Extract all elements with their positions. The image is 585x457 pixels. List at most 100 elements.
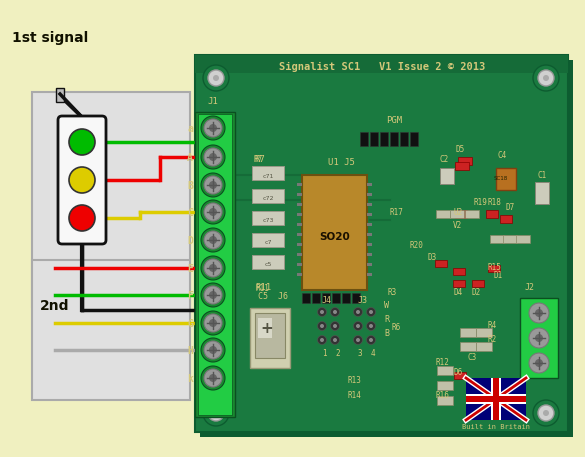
Bar — [252, 166, 284, 180]
Text: c73: c73 — [262, 218, 274, 223]
Circle shape — [213, 75, 219, 81]
Text: 3: 3 — [358, 349, 363, 358]
Circle shape — [201, 366, 225, 390]
Bar — [370, 132, 378, 146]
Circle shape — [366, 322, 376, 330]
Text: D5: D5 — [455, 145, 464, 154]
Bar — [360, 132, 368, 146]
Bar — [493, 378, 499, 420]
Text: C3: C3 — [468, 353, 477, 362]
Text: J4: J4 — [322, 296, 332, 305]
Circle shape — [203, 400, 229, 426]
Bar — [297, 203, 302, 206]
Bar — [297, 263, 302, 266]
Text: R12: R12 — [435, 358, 449, 367]
Text: c71: c71 — [262, 174, 274, 179]
Circle shape — [366, 335, 376, 345]
Bar — [255, 313, 285, 358]
Circle shape — [353, 322, 363, 330]
Circle shape — [538, 70, 554, 86]
Text: D7: D7 — [506, 203, 515, 212]
Circle shape — [209, 264, 217, 272]
Circle shape — [333, 338, 337, 342]
Bar — [465, 210, 479, 218]
Text: 1st signal: 1st signal — [12, 31, 88, 45]
Text: J1: J1 — [208, 97, 218, 106]
Text: R3: R3 — [387, 288, 396, 297]
Text: PGM: PGM — [386, 116, 402, 125]
Circle shape — [209, 181, 217, 189]
Text: R14: R14 — [348, 391, 362, 400]
Bar — [252, 189, 284, 203]
Circle shape — [356, 324, 360, 328]
Circle shape — [204, 286, 222, 304]
Bar — [332, 293, 340, 303]
Bar — [297, 223, 302, 226]
Bar — [302, 175, 367, 290]
Text: C4: C4 — [498, 151, 507, 160]
Text: 1: 1 — [322, 349, 326, 358]
Text: W: W — [384, 301, 389, 310]
Circle shape — [209, 153, 217, 161]
Bar — [460, 328, 476, 337]
Text: J2: J2 — [525, 283, 535, 292]
Bar — [32, 92, 190, 307]
Bar — [476, 328, 492, 337]
Text: U1 J5: U1 J5 — [328, 158, 355, 167]
Circle shape — [209, 236, 217, 244]
Circle shape — [320, 310, 324, 314]
Circle shape — [333, 310, 337, 314]
Circle shape — [203, 65, 229, 91]
Text: D4: D4 — [453, 288, 462, 297]
Bar — [455, 210, 467, 218]
Circle shape — [366, 308, 376, 317]
Text: D3: D3 — [428, 253, 437, 262]
Circle shape — [535, 309, 543, 317]
Bar — [436, 210, 450, 218]
Bar — [367, 213, 372, 216]
Text: c7: c7 — [264, 240, 272, 245]
Bar — [258, 318, 272, 338]
Bar — [195, 55, 568, 432]
Circle shape — [201, 283, 225, 307]
Text: C: C — [187, 208, 193, 218]
Circle shape — [529, 353, 549, 373]
Bar — [490, 235, 504, 243]
Circle shape — [529, 328, 549, 348]
Bar — [312, 293, 320, 303]
Text: 2nd: 2nd — [40, 299, 70, 313]
Bar — [472, 280, 484, 287]
Circle shape — [204, 176, 222, 194]
Bar — [453, 268, 465, 275]
Text: R4: R4 — [488, 321, 497, 330]
Circle shape — [201, 116, 225, 140]
Circle shape — [201, 256, 225, 280]
Text: R20: R20 — [410, 241, 424, 250]
Circle shape — [208, 405, 224, 421]
Circle shape — [320, 324, 324, 328]
Bar — [367, 263, 372, 266]
Text: R11: R11 — [255, 283, 271, 292]
Text: R7: R7 — [254, 155, 265, 164]
Text: B: B — [187, 181, 193, 191]
Circle shape — [331, 308, 339, 317]
Text: B: B — [384, 329, 389, 338]
Text: c72: c72 — [262, 197, 274, 202]
Circle shape — [204, 314, 222, 332]
Text: U2: U2 — [453, 208, 462, 217]
Circle shape — [208, 70, 224, 86]
Circle shape — [204, 231, 222, 249]
Bar — [390, 132, 398, 146]
Bar — [500, 215, 512, 223]
Bar — [410, 132, 418, 146]
Circle shape — [543, 410, 549, 416]
Circle shape — [353, 335, 363, 345]
Bar — [195, 112, 235, 417]
Text: SC18: SC18 — [494, 175, 508, 181]
Polygon shape — [200, 60, 573, 437]
Circle shape — [320, 338, 324, 342]
Text: C1: C1 — [538, 171, 547, 180]
Bar — [367, 203, 372, 206]
Circle shape — [535, 334, 543, 342]
Bar — [32, 260, 190, 400]
